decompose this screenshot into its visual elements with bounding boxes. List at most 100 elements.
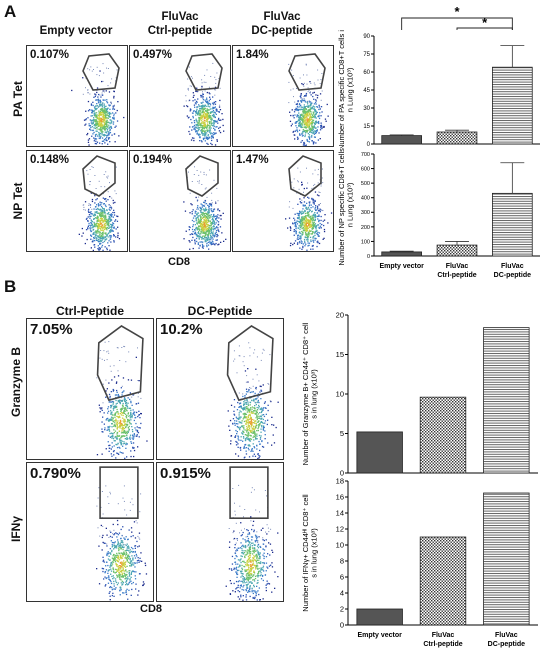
flow-plot-a-np-ctrl: 0.194% (129, 150, 231, 252)
x-tick-label: FluVac (501, 263, 524, 270)
flow-scatter (183, 53, 225, 146)
flow-scatter (288, 53, 329, 146)
gate-percentage: 0.915% (160, 465, 211, 482)
flow-scatter (96, 466, 148, 601)
sig-bracket (456, 27, 513, 30)
bar (381, 135, 422, 145)
gate-polygon (226, 325, 274, 402)
y-tick-label: 0 (340, 469, 344, 477)
cell-events (227, 342, 279, 459)
panel-a-col-empty: Empty vector (39, 25, 113, 37)
x-tick-label: FluVac (446, 263, 469, 270)
y-tick-label: 45 (363, 88, 370, 94)
gate-percentage: 10.2% (160, 321, 203, 338)
panel-a-xlabel: CD8 (168, 256, 191, 268)
cell-events (285, 167, 333, 251)
panel-a-row-np: NP Tet (11, 182, 25, 220)
y-tick-label: 700 (361, 152, 370, 158)
flow-plot-a-pa-ctrl: 0.497% (129, 45, 231, 147)
y-tick-label: 10 (336, 541, 344, 550)
y-tick-label: 15 (336, 350, 344, 359)
y-tick-label: 0 (367, 142, 371, 148)
panel-a-col-ctrl: FluVac Ctrl-peptide (147, 11, 213, 37)
bar (483, 327, 530, 474)
panel-b-xlabel: CD8 (140, 603, 163, 615)
gate-percentage: 7.05% (30, 321, 73, 338)
gate-polygon (82, 53, 120, 91)
gate-rectangle (229, 466, 269, 520)
gate-polygon (185, 155, 219, 197)
bar (492, 192, 533, 257)
sig-star: * (454, 4, 460, 19)
flow-scatter (71, 53, 125, 146)
cell-events (225, 484, 279, 601)
y-axis-label: Number of Granzyme B+ CD44⁺ CD8⁺ cells i… (301, 322, 319, 465)
sig-bracket (401, 17, 513, 30)
bar (436, 244, 478, 257)
bar (419, 396, 467, 474)
sig-star: * (482, 15, 488, 30)
x-tick-label: FluVac (432, 632, 455, 639)
gate-polygon (288, 155, 322, 197)
gate-percentage: 1.47% (236, 154, 269, 166)
gate-percentage: 0.148% (30, 154, 70, 166)
gate-percentage: 1.84% (236, 49, 269, 61)
y-axis-label: Number of IFNγ+ CD44ᴴᴵ CD8⁺ cells in lun… (301, 494, 319, 612)
cell-events (288, 63, 329, 146)
panel-b-row-granzyme: Granzyme B (9, 346, 23, 418)
x-tick-label: Empty vector (379, 263, 424, 270)
flow-scatter (96, 325, 148, 459)
cell-events (96, 485, 148, 601)
x-tick-label: Ctrl-peptide (437, 272, 476, 279)
panel-a-col-dc: FluVac DC-peptide (251, 11, 313, 37)
cell-events (183, 166, 227, 250)
y-tick-label: 75 (363, 52, 370, 58)
y-tick-label: 600 (361, 166, 370, 172)
y-tick-label: 14 (336, 509, 344, 518)
y-tick-label: 400 (361, 196, 370, 202)
gate-percentage: 0.194% (133, 154, 173, 166)
x-tick-label: Empty vector (357, 632, 402, 639)
y-tick-label: 16 (336, 493, 344, 502)
bar-chart-ifng: 0 2 4 6 8 10 12 14 16 18 Empty vector FluVac Ctrl-pe… (301, 477, 538, 648)
y-tick-label: 12 (336, 525, 344, 534)
y-axis-label: Number of NP specific CD8+T cells in Lun… (337, 148, 355, 266)
flow-plot-b-gzb-dc: 10.2% (156, 318, 284, 460)
flow-scatter (226, 325, 279, 459)
flow-plot-b-gzb-ctrl: 7.05% (26, 318, 154, 460)
y-tick-label: 8 (340, 557, 344, 566)
y-tick-label: 30 (363, 106, 370, 112)
x-tick-label: Ctrl-peptide (423, 641, 462, 648)
y-tick-label: 300 (361, 210, 370, 216)
flow-plot-a-np-empty: 0.148% (26, 150, 128, 252)
bar (492, 66, 533, 145)
flow-scatter (225, 466, 279, 601)
y-tick-label: 20 (336, 311, 344, 320)
bar (381, 251, 422, 257)
flow-scatter (78, 155, 121, 251)
y-tick-label: 4 (340, 589, 344, 598)
y-tick-label: 0 (340, 621, 344, 630)
gate-rectangle (99, 466, 139, 520)
y-tick-label: 6 (340, 573, 344, 582)
flow-scatter (183, 155, 227, 250)
gate-polygon (185, 53, 223, 91)
flow-plot-a-pa-dc: 1.84% (232, 45, 334, 147)
y-axis-label: Number of PA specific CD8+T cells in Lun… (337, 30, 355, 148)
y-tick-label: 15 (363, 124, 370, 130)
cell-events (71, 63, 125, 146)
y-tick-label: 90 (363, 34, 370, 40)
x-tick-label: FluVac (495, 632, 518, 639)
bar (436, 131, 478, 145)
bar (356, 431, 403, 474)
y-tick-label: 10 (336, 390, 344, 399)
gate-percentage: 0.790% (30, 465, 81, 482)
panel-a-letter: A (4, 2, 17, 21)
y-tick-label: 100 (361, 239, 370, 245)
bar-chart-pa: 0 15 30 45 60 75 90 Number of PA specific CD8+T… (337, 4, 540, 148)
flow-plot-b-ifn-dc: 0.915% (156, 462, 284, 602)
gate-percentage: 0.497% (133, 49, 173, 61)
cell-events (183, 62, 225, 146)
bar-chart-granzyme: 0 5 10 15 20 Number of Granzyme B+ CD44⁺ CD8⁺… (301, 311, 538, 477)
cell-events (78, 166, 121, 251)
